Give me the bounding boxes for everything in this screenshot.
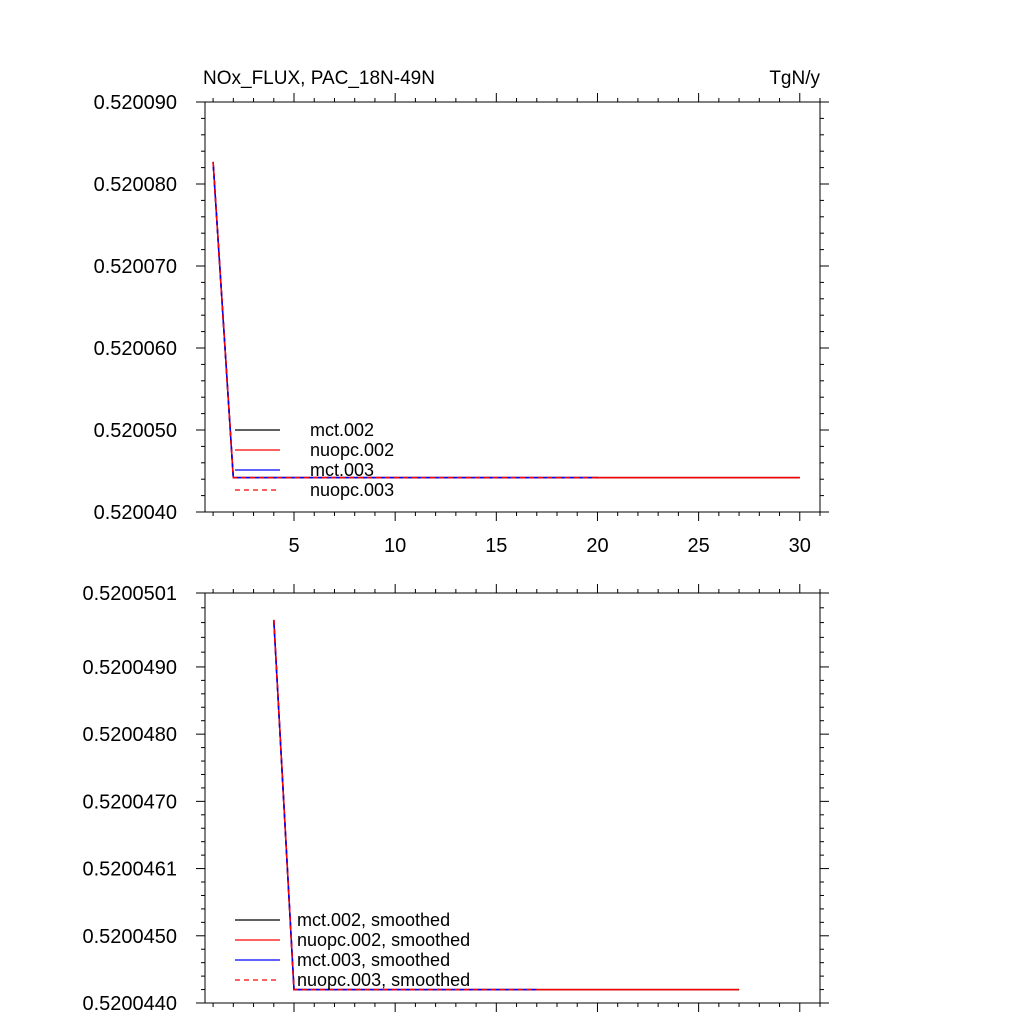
- y-tick-label: 0.520060: [94, 338, 177, 360]
- y-tick-label: 0.5200440: [82, 993, 177, 1015]
- y-tick-label: 0.520050: [94, 420, 177, 442]
- y-tick-label: 0.520080: [94, 174, 177, 196]
- series-line-1: [212, 161, 800, 479]
- x-tick-label: 5: [288, 535, 299, 557]
- x-tick-label: 10: [384, 535, 406, 557]
- x-tick-label: 25: [687, 535, 709, 557]
- top-panel: NOx_FLUX, PAC_18N-49N TgN/y 5 10 15 20 25 30 0.5…: [94, 68, 829, 557]
- y-tick-label: 0.5200470: [82, 791, 177, 813]
- legend-label: nuopc.003: [310, 480, 394, 500]
- series-line-3: [212, 161, 598, 479]
- y-tick-label: 0.5200490: [82, 657, 177, 679]
- legend-label: mct.002: [310, 420, 374, 440]
- y-tick-label: 0.5200501: [82, 583, 177, 605]
- legend-label: mct.002, smoothed: [297, 910, 450, 930]
- legend-label: nuopc.003, smoothed: [297, 970, 470, 990]
- bottom-panel: 0.5200440 0.5200450 0.5200461 0.5200470 0.52…: [82, 583, 829, 1015]
- legend-label: mct.003: [310, 460, 374, 480]
- x-tick-label: 30: [789, 535, 811, 557]
- plot-frame: [204, 101, 821, 513]
- legend-label: nuopc.002: [310, 440, 394, 460]
- series-line-0: [212, 161, 800, 479]
- y-tick-label: 0.5200461: [82, 859, 177, 881]
- units-label: TgN/y: [769, 68, 820, 89]
- series-line-3: [273, 619, 537, 991]
- y-tick-label: 0.520070: [94, 256, 177, 278]
- x-tick-label: 20: [586, 535, 608, 557]
- y-tick-label: 0.520040: [94, 502, 177, 524]
- y-tick-label: 0.520090: [94, 92, 177, 114]
- x-tick-label: 15: [485, 535, 507, 557]
- y-tick-label: 0.5200480: [82, 724, 177, 746]
- chart-title: NOx_FLUX, PAC_18N-49N: [203, 68, 435, 89]
- legend-label: nuopc.002, smoothed: [297, 930, 470, 950]
- legend-label: mct.003, smoothed: [297, 950, 450, 970]
- y-tick-label: 0.5200450: [82, 926, 177, 948]
- plot-frame: [204, 592, 821, 1004]
